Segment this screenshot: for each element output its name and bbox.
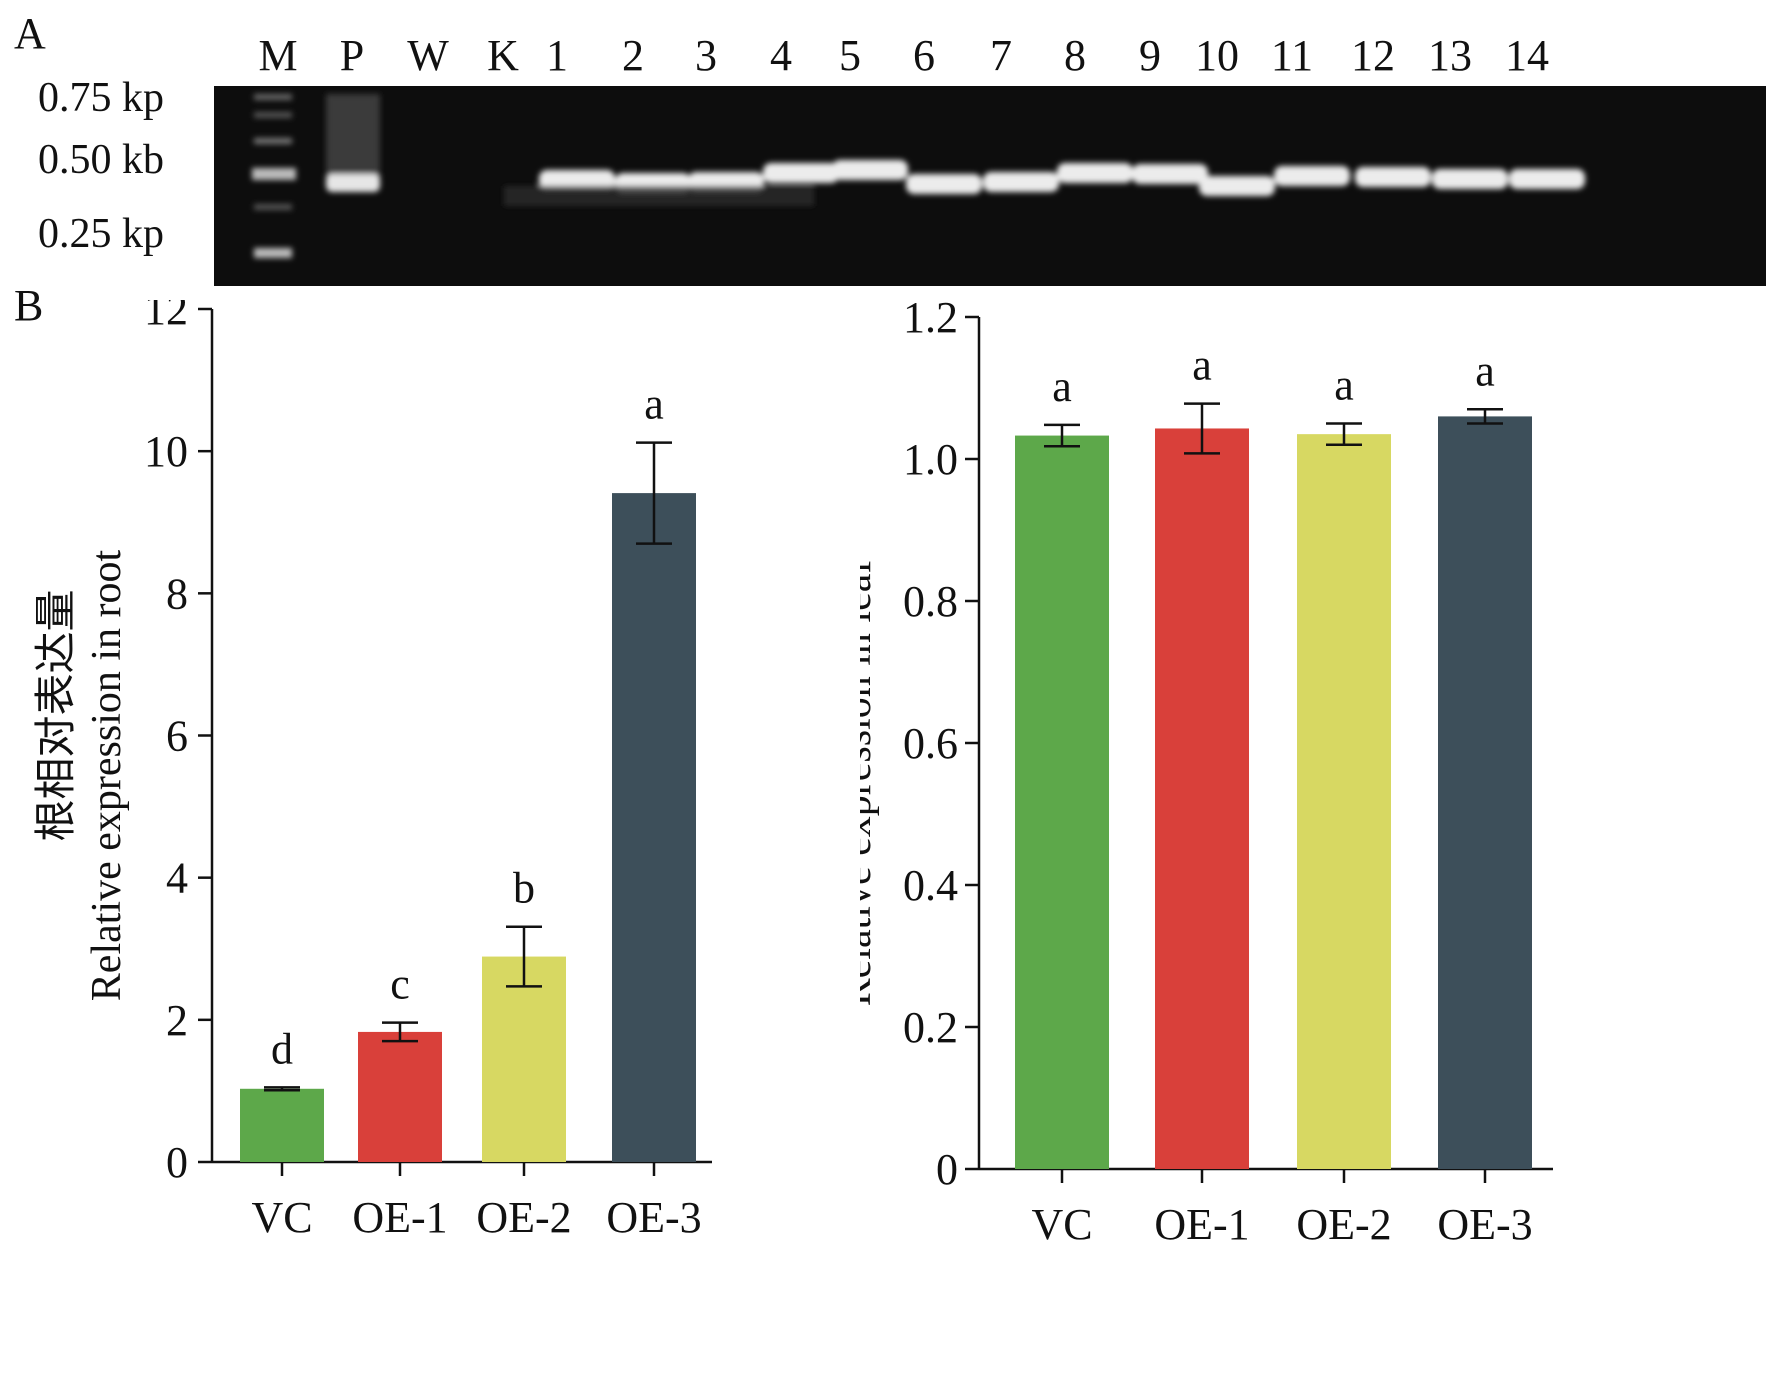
- size-marker-label: 0.25 kp: [38, 211, 164, 257]
- lane-label-1: 1: [546, 31, 568, 80]
- x-tick-label: OE-1: [352, 1193, 447, 1242]
- lane-label-m: M: [258, 31, 298, 80]
- sample-band-7: [983, 172, 1059, 192]
- lane-label-5: 5: [839, 31, 861, 80]
- significance-letter: a: [1475, 346, 1495, 395]
- sample-band-11: [1274, 166, 1350, 186]
- lane-label-p: P: [339, 31, 365, 80]
- lane-label-12: 12: [1351, 31, 1395, 80]
- sample-band-14: [1509, 169, 1585, 189]
- bar-oe-3: [1438, 416, 1532, 1169]
- positive-control-lane: [326, 94, 380, 192]
- gel-image: [214, 86, 1766, 286]
- ladder-lane: [252, 94, 296, 258]
- y-tick-label: 12: [144, 300, 188, 334]
- y-axis-label-cn: 根相对表达量: [34, 589, 80, 841]
- sample-band-13: [1432, 169, 1508, 189]
- y-tick-label: 6: [166, 712, 188, 761]
- significance-letter: a: [1052, 362, 1072, 411]
- chart-root-expression: 0 2 4 6 8 10 12 d VC c OE-1 b OE-2 a OE-3 Relative expr…: [34, 300, 712, 1242]
- x-tick-label: OE-3: [606, 1193, 701, 1242]
- bar-oe-2: [482, 956, 566, 1162]
- significance-letter: b: [513, 864, 535, 913]
- lane-label-6: 6: [913, 31, 935, 80]
- lane-label-9: 9: [1139, 31, 1161, 80]
- error-bar-oe-3: [1467, 408, 1503, 425]
- y-tick-label: 0.8: [903, 577, 958, 626]
- lane-label-14: 14: [1505, 31, 1549, 80]
- sample-band-12: [1355, 167, 1431, 187]
- x-tick-label: OE-3: [1437, 1200, 1532, 1249]
- chart-leaf-expression: 0 0.2 0.4 0.6 0.8 1.0 1.2 a VC a OE-1 a OE-2 a OE-3 Rel…: [860, 300, 1553, 1249]
- lane-label-4: 4: [770, 31, 792, 80]
- sample-band-1: [539, 170, 615, 190]
- significance-letter: a: [1334, 361, 1354, 410]
- y-axis-label: Relative expression in leaf: [860, 560, 880, 1007]
- y-tick-label: 10: [144, 427, 188, 476]
- bar-oe-1: [358, 1031, 442, 1162]
- y-tick-label: 0.6: [903, 719, 958, 768]
- y-tick-label: 0: [166, 1138, 188, 1187]
- lane-label-2: 2: [622, 31, 644, 80]
- error-bar-vc: [264, 1086, 300, 1092]
- sample-band-9: [1132, 164, 1208, 184]
- significance-letter: c: [390, 960, 410, 1009]
- sample-band-10: [1199, 176, 1275, 196]
- bar-vc: [1015, 435, 1109, 1169]
- size-marker-label: 0.50 kb: [38, 137, 164, 183]
- y-tick-label: 0.4: [903, 861, 958, 910]
- bar-oe-1: [1155, 428, 1249, 1170]
- y-tick-label: 1.2: [903, 300, 958, 342]
- y-tick-label: 1.0: [903, 435, 958, 484]
- error-bar-oe-3: [636, 441, 672, 545]
- x-tick-label: VC: [1031, 1200, 1092, 1249]
- error-bar-oe-1: [1184, 402, 1220, 455]
- lane-label-11: 11: [1270, 31, 1314, 80]
- lane-label-8: 8: [1064, 31, 1086, 80]
- error-bar-vc: [1044, 423, 1080, 448]
- x-tick-label: OE-2: [1296, 1200, 1391, 1249]
- lane-label-k: K: [487, 31, 519, 80]
- y-tick-label: 2: [166, 996, 188, 1045]
- lane-label-7: 7: [990, 31, 1012, 80]
- significance-letter: d: [271, 1024, 293, 1073]
- bar-oe-3: [612, 493, 696, 1162]
- lane-label-13: 13: [1428, 31, 1472, 80]
- panel-b-label: B: [14, 281, 44, 330]
- x-tick-label: VC: [251, 1193, 312, 1242]
- lane-label-10: 10: [1195, 31, 1239, 80]
- y-tick-label: 4: [166, 854, 188, 903]
- bar-vc: [240, 1088, 324, 1162]
- bar-oe-2: [1297, 434, 1391, 1169]
- error-bar-oe-2: [506, 925, 542, 988]
- y-tick-label: 8: [166, 569, 188, 618]
- x-tick-label: OE-2: [476, 1193, 571, 1242]
- significance-letter: a: [644, 380, 664, 429]
- error-bar-oe-2: [1326, 422, 1362, 447]
- lane-label-3: 3: [695, 31, 717, 80]
- y-axis-label: Relative expression in root: [84, 549, 130, 1001]
- sample-band-8: [1057, 163, 1133, 183]
- sample-band-5: [832, 160, 908, 180]
- error-bar-oe-1: [382, 1021, 418, 1043]
- sample-bands: [504, 160, 1585, 206]
- panel-a-label: A: [14, 9, 46, 58]
- sample-band-4: [763, 163, 839, 183]
- size-marker-label: 0.75 kp: [38, 75, 164, 121]
- significance-letter: a: [1192, 341, 1212, 390]
- y-tick-label: 0: [936, 1145, 958, 1194]
- y-tick-label: 0.2: [903, 1003, 958, 1052]
- lane-label-w: W: [407, 31, 449, 80]
- sample-band-6: [906, 174, 982, 194]
- x-tick-label: OE-1: [1154, 1200, 1249, 1249]
